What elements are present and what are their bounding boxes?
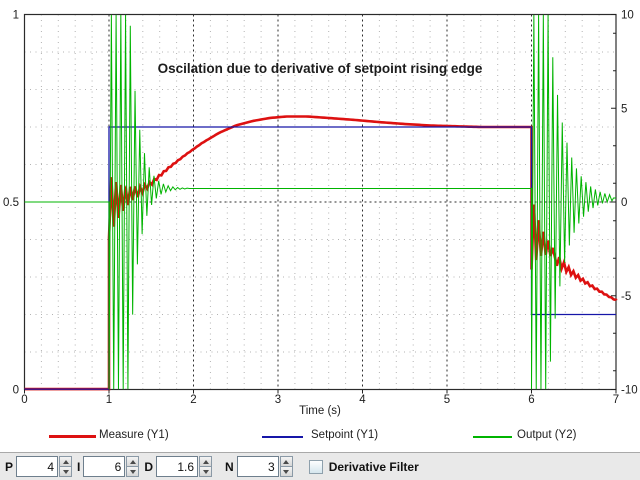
y-right-tick-label: 10 — [621, 10, 634, 22]
i-increment-button[interactable] — [126, 456, 140, 467]
p-input[interactable] — [16, 456, 59, 477]
x-tick-label: 7 — [613, 394, 619, 406]
d-spinner — [156, 456, 213, 477]
n-increment-button[interactable] — [279, 456, 293, 467]
x-tick-label: 2 — [190, 394, 196, 406]
p-increment-button[interactable] — [59, 456, 73, 467]
n-label: N — [225, 459, 234, 474]
i-spinner — [83, 456, 140, 477]
x-tick-label: 0 — [21, 394, 27, 406]
derivative-filter-checkbox[interactable] — [308, 459, 323, 474]
p-label: P — [5, 459, 14, 474]
i-decrement-button[interactable] — [126, 467, 140, 477]
measure-legend-label: Measure (Y1) — [99, 429, 169, 441]
up-arrow-icon — [129, 459, 136, 464]
p-decrement-button[interactable] — [59, 467, 73, 477]
y-right-tick-label: -5 — [621, 291, 631, 303]
d-label: D — [144, 459, 154, 474]
setpoint-legend-swatch — [262, 436, 303, 438]
y-left-tick-label: 0.5 — [3, 197, 19, 209]
down-arrow-icon — [129, 469, 136, 474]
x-tick-label: 5 — [444, 394, 450, 406]
d-decrement-button[interactable] — [199, 467, 213, 477]
y-right-tick-label: -10 — [621, 385, 638, 397]
derivative-filter-label: Derivative Filter — [328, 459, 419, 474]
axis-ticks — [24, 14, 617, 394]
axis-tick-labels: 0 1 2 3 4 5 6 7 0 0.5 1 -10 -5 0 5 10 — [3, 10, 638, 407]
down-arrow-icon — [283, 469, 290, 474]
y-right-tick-label: 0 — [621, 197, 627, 209]
measure-legend-swatch — [49, 435, 96, 438]
series-curves — [24, 14, 618, 391]
pid-response-chart: Oscilation due to derivative of setpoint… — [3, 10, 638, 418]
x-tick-label: 3 — [275, 394, 281, 406]
up-arrow-icon — [283, 459, 290, 464]
y-left-tick-label: 0 — [13, 385, 19, 397]
x-tick-label: 6 — [528, 394, 534, 406]
y-left-tick-label: 1 — [13, 10, 19, 22]
up-arrow-icon — [62, 459, 69, 464]
x-tick-label: 4 — [359, 394, 366, 406]
i-label: I — [77, 459, 81, 474]
y-right-tick-label: 5 — [621, 103, 627, 115]
setpoint-legend-label: Setpoint (Y1) — [311, 429, 379, 441]
n-spinner — [236, 456, 293, 477]
chart-title: Oscilation due to derivative of setpoint… — [158, 61, 483, 76]
i-input[interactable] — [83, 456, 126, 477]
pid-control-bar: P I D N Derivative Filter — [0, 452, 640, 480]
up-arrow-icon — [202, 459, 209, 464]
n-input[interactable] — [236, 456, 279, 477]
output-legend-label: Output (Y2) — [517, 429, 577, 441]
p-spinner — [16, 456, 73, 477]
d-increment-button[interactable] — [199, 456, 213, 467]
d-input[interactable] — [156, 456, 199, 477]
down-arrow-icon — [62, 469, 69, 474]
down-arrow-icon — [202, 469, 209, 474]
x-axis-title: Time (s) — [299, 405, 341, 417]
output-legend-swatch — [473, 436, 512, 438]
x-tick-label: 1 — [106, 394, 112, 406]
n-decrement-button[interactable] — [279, 467, 293, 477]
